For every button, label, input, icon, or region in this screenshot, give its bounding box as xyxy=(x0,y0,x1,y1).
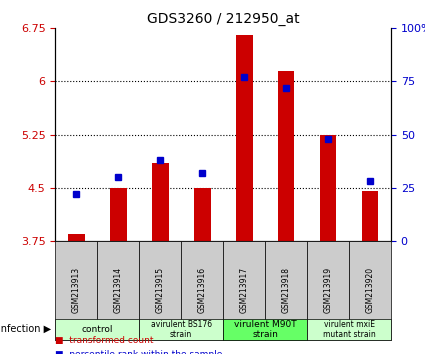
Text: virulent M90T
strain: virulent M90T strain xyxy=(234,320,296,339)
Bar xyxy=(278,71,295,241)
Text: ■  percentile rank within the sample: ■ percentile rank within the sample xyxy=(55,350,223,354)
Bar xyxy=(110,188,127,241)
Bar xyxy=(68,234,85,241)
Text: GSM213914: GSM213914 xyxy=(114,267,123,313)
Text: GSM213913: GSM213913 xyxy=(72,267,81,313)
Text: virulent mxiE
mutant strain: virulent mxiE mutant strain xyxy=(323,320,375,339)
Bar xyxy=(236,35,252,241)
Text: infection ▶: infection ▶ xyxy=(0,324,51,334)
Bar xyxy=(194,188,210,241)
Text: GSM213917: GSM213917 xyxy=(240,267,249,313)
Text: GSM213920: GSM213920 xyxy=(366,267,374,313)
Bar xyxy=(320,135,337,241)
Bar xyxy=(152,163,169,241)
Text: GSM213915: GSM213915 xyxy=(156,267,164,313)
Text: control: control xyxy=(82,325,113,334)
Title: GDS3260 / 212950_at: GDS3260 / 212950_at xyxy=(147,12,300,26)
Text: GSM213918: GSM213918 xyxy=(282,267,291,313)
Text: avirulent BS176
strain: avirulent BS176 strain xyxy=(150,320,212,339)
Text: ■  transformed count: ■ transformed count xyxy=(55,336,154,345)
Text: GSM213916: GSM213916 xyxy=(198,267,207,313)
Bar xyxy=(362,191,378,241)
Text: GSM213919: GSM213919 xyxy=(323,267,332,313)
